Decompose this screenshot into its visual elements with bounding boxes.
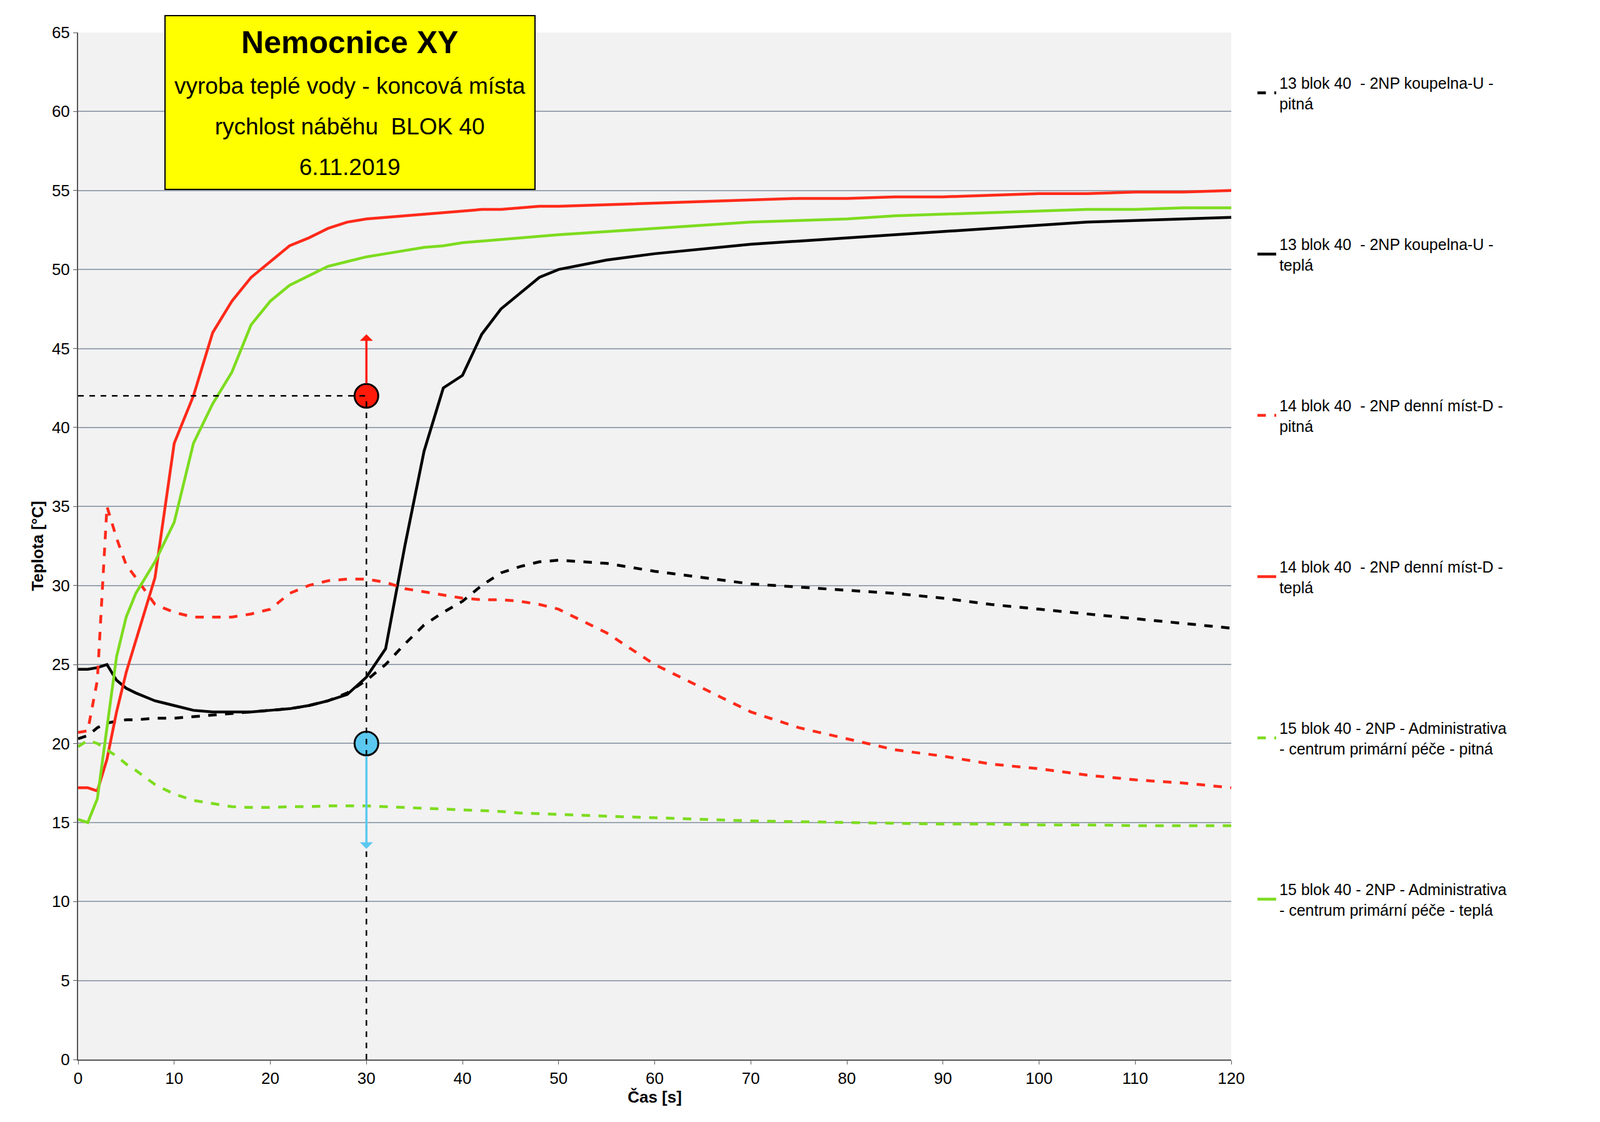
svg-text:14 blok 40 - 2NP denní míst-D: 14 blok 40 - 2NP denní míst-D -teplá — [1279, 558, 1504, 597]
svg-text:15 blok 40 - 2NP - Administrat: 15 blok 40 - 2NP - Administrativa- centr… — [1279, 880, 1507, 919]
svg-text:10: 10 — [165, 1068, 184, 1088]
svg-text:20: 20 — [51, 734, 70, 754]
svg-text:15: 15 — [51, 813, 70, 832]
svg-text:60: 60 — [51, 101, 70, 121]
svg-text:110: 110 — [1122, 1068, 1149, 1088]
svg-text:80: 80 — [838, 1068, 857, 1088]
svg-text:90: 90 — [933, 1068, 952, 1088]
svg-text:30: 30 — [357, 1068, 376, 1088]
svg-text:65: 65 — [51, 23, 70, 42]
svg-text:0: 0 — [60, 1050, 70, 1069]
svg-text:30: 30 — [51, 576, 70, 595]
svg-text:0: 0 — [73, 1068, 83, 1088]
svg-text:55: 55 — [51, 181, 70, 200]
svg-text:14 blok 40 - 2NP denní míst-D: 14 blok 40 - 2NP denní míst-D -pitná — [1279, 396, 1504, 435]
svg-text:40: 40 — [51, 418, 70, 437]
svg-text:Teplota [°C]: Teplota [°C] — [28, 500, 47, 591]
svg-text:40: 40 — [453, 1068, 472, 1088]
svg-text:50: 50 — [549, 1068, 568, 1088]
svg-text:10: 10 — [51, 891, 70, 911]
svg-text:50: 50 — [51, 260, 70, 279]
svg-text:120: 120 — [1217, 1068, 1245, 1088]
svg-text:13 blok 40 - 2NP koupelna-U -: 13 blok 40 - 2NP koupelna-U -pitná — [1279, 74, 1494, 113]
svg-text:15 blok 40 - 2NP - Administrat: 15 blok 40 - 2NP - Administrativa- centr… — [1279, 719, 1507, 758]
svg-text:25: 25 — [51, 655, 70, 674]
svg-text:100: 100 — [1025, 1068, 1053, 1088]
svg-text:5: 5 — [60, 971, 70, 990]
svg-text:Nemocnice XYvyroba teplé vody: Nemocnice XYvyroba teplé vody - koncová … — [174, 25, 526, 180]
svg-text:20: 20 — [261, 1068, 280, 1088]
svg-text:45: 45 — [51, 339, 70, 359]
svg-text:60: 60 — [645, 1068, 664, 1088]
svg-text:13 blok 40 - 2NP koupelna-U -: 13 blok 40 - 2NP koupelna-U -teplá — [1279, 235, 1494, 274]
svg-text:70: 70 — [741, 1068, 760, 1088]
svg-text:Čas [s]: Čas [s] — [627, 1087, 682, 1107]
svg-text:35: 35 — [51, 496, 70, 516]
